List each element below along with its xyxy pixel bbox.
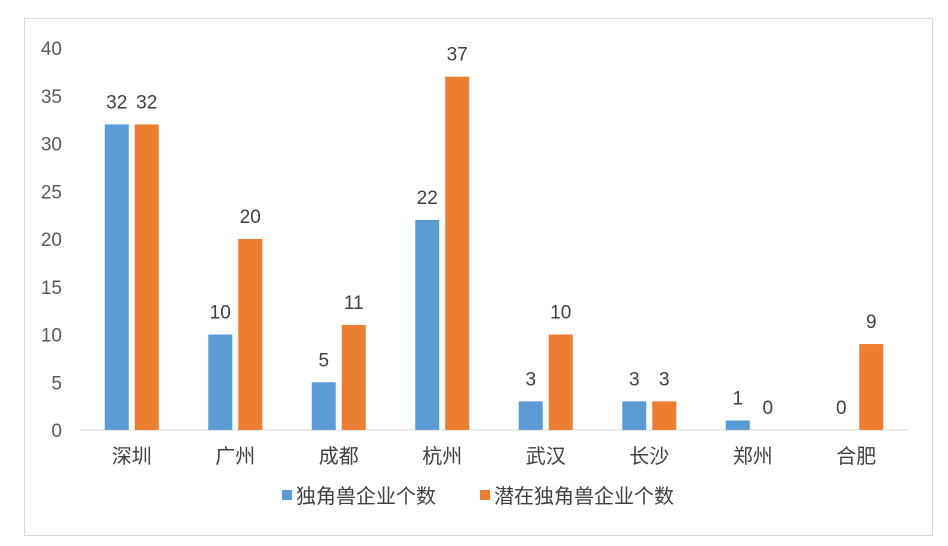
- data-label: 11: [344, 293, 364, 314]
- y-tick-label: 35: [41, 87, 62, 108]
- bar: [311, 382, 336, 430]
- y-tick-label: 25: [41, 182, 62, 203]
- bar: [652, 401, 677, 430]
- y-axis: 0 5 10 15 20 25 30 35 40: [41, 39, 62, 442]
- x-axis: 深圳 广州 成都 杭州 武汉 长沙 郑州 合肥: [80, 429, 908, 468]
- bar: [725, 420, 750, 430]
- data-label: 3: [629, 369, 640, 390]
- x-tick-label: 成都: [319, 445, 359, 468]
- bar: [518, 401, 543, 430]
- data-label: 3: [659, 369, 670, 390]
- bar: [104, 124, 129, 431]
- data-label: 0: [762, 398, 773, 419]
- x-tick-label: 武汉: [526, 445, 566, 468]
- x-tick-label: 合肥: [836, 445, 876, 468]
- data-label: 5: [318, 350, 329, 371]
- y-tick-label: 20: [41, 230, 62, 251]
- bar: [445, 76, 470, 431]
- bars: [104, 76, 884, 431]
- legend-label: 独角兽企业个数: [296, 485, 436, 508]
- data-label: 20: [240, 207, 261, 228]
- x-tick-label: 深圳: [112, 445, 152, 468]
- bar: [134, 124, 159, 431]
- data-label: 9: [866, 312, 877, 333]
- legend: 独角兽企业个数 潜在独角兽企业个数: [282, 485, 674, 508]
- bar: [415, 219, 440, 430]
- legend-swatch: [480, 490, 490, 500]
- data-label: 10: [550, 303, 571, 324]
- bar: [341, 324, 366, 430]
- bar: [208, 334, 233, 430]
- data-label: 22: [417, 188, 438, 209]
- x-tick-label: 长沙: [629, 445, 669, 468]
- y-tick-label: 5: [51, 373, 62, 394]
- data-label: 32: [106, 92, 127, 113]
- y-tick-label: 10: [41, 326, 62, 347]
- y-tick-label: 30: [41, 135, 62, 156]
- x-tick-label: 广州: [215, 445, 255, 468]
- legend-swatch: [282, 490, 292, 500]
- bar: [238, 239, 263, 430]
- bar: [548, 334, 573, 430]
- legend-label: 潜在独角兽企业个数: [494, 485, 674, 508]
- data-label: 10: [210, 303, 231, 324]
- data-label: 0: [836, 398, 847, 419]
- bar: [859, 344, 884, 430]
- data-label: 1: [732, 388, 743, 409]
- data-label: 3: [525, 369, 536, 390]
- chart-frame: [24, 18, 933, 536]
- x-tick-label: 郑州: [733, 445, 773, 468]
- y-tick-label: 40: [41, 39, 62, 60]
- bar: [622, 401, 647, 430]
- y-tick-label: 0: [51, 421, 62, 442]
- data-label: 37: [447, 45, 468, 66]
- data-label: 32: [136, 92, 157, 113]
- x-tick-label: 杭州: [422, 445, 462, 468]
- y-tick-label: 15: [41, 278, 62, 299]
